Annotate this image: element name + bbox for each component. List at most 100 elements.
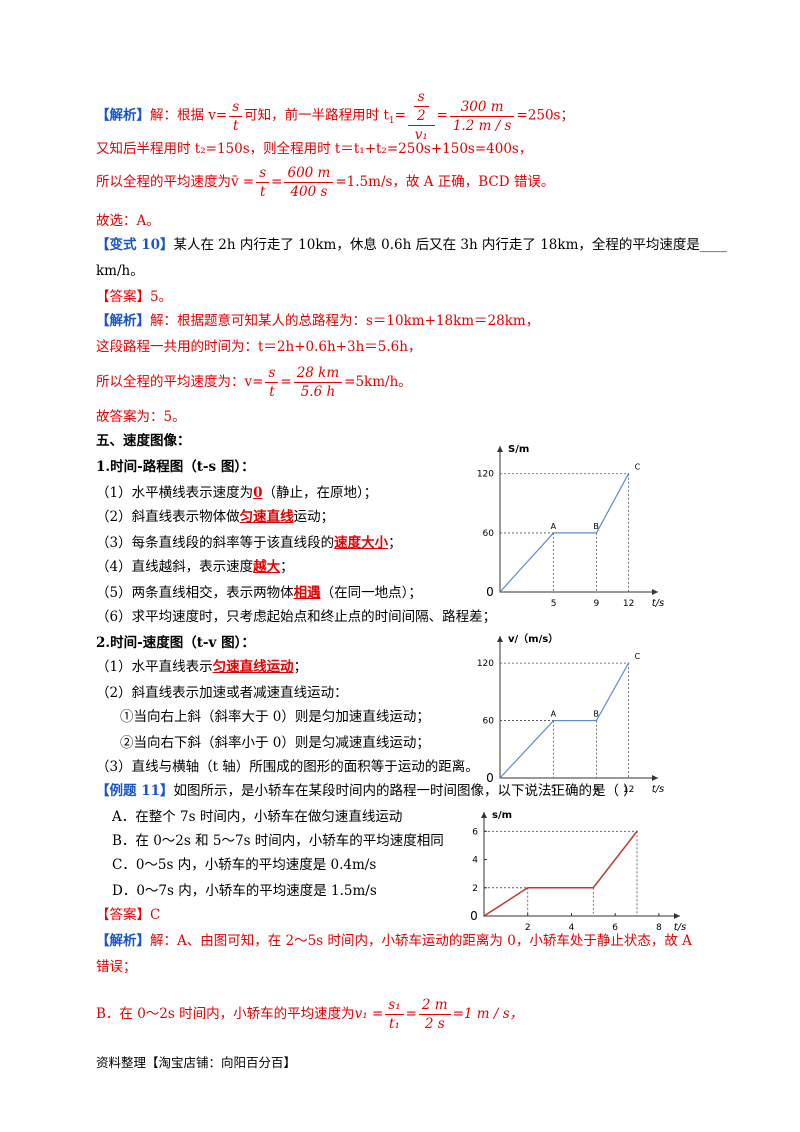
variant-10-analysis-1: 【解析】解：根据题意可知某人的总路程为：s＝10km+18km＝28km， xyxy=(96,313,540,329)
data-point-3 xyxy=(636,830,638,833)
tv-point-3: （3）直线与横轴（t 轴）所围成的图形的面积等于运动的距离。 xyxy=(96,759,479,775)
option-b: B．在 0～2s 和 5～7s 时间内，小轿车的平均速度相同 xyxy=(112,833,444,849)
x-tick-label-1: 4 xyxy=(569,923,575,933)
variant-10-unit: km/h。 xyxy=(96,263,144,279)
variant-10-conclusion: 故答案为：5。 xyxy=(96,409,186,425)
fraction-600-over-400: 600 m 400 s xyxy=(284,164,334,201)
y-tick-label-1: 4 xyxy=(472,856,478,866)
analysis-line-1: 【解析】解：根据 v= s t 可知，前一半路程用时 t1= s 2 v₁ = 300 m 1.2… xyxy=(96,88,574,144)
y-axis-arrow xyxy=(481,812,487,818)
origin-label: 0 xyxy=(470,909,478,923)
x-tick-label-3: 8 xyxy=(656,923,662,933)
tv-point-2: （2）斜直线表示加速或者减速直线运动： xyxy=(96,685,348,701)
section-5-heading: 五、速度图像： xyxy=(96,433,191,449)
point-label-A: A xyxy=(551,710,557,719)
example-11-question: 【例题 11】如图所示，是小轿车在某段时间内的路程一时间图像，以下说法正确的是（… xyxy=(96,783,637,799)
choice-line: 故选：A。 xyxy=(96,213,160,229)
y-tick-label-0: 2 xyxy=(472,884,478,894)
origin-label: 0 xyxy=(486,585,494,599)
series-line xyxy=(483,830,638,917)
data-point-2 xyxy=(595,532,598,534)
x-tick-label-0: 5 xyxy=(551,599,557,609)
ts-point-4: （4）直线越斜，表示速度越大； xyxy=(96,559,294,575)
data-point-0 xyxy=(499,777,501,779)
y-tick-label-1: 120 xyxy=(477,659,494,669)
y-axis-arrow xyxy=(497,636,503,642)
y-axis-label: s/m xyxy=(492,810,512,821)
fraction-half-s-over-v1: s 2 v₁ xyxy=(407,88,435,144)
analysis-line-3: 所以全程的平均速度为v̄ = s t = 600 m 400 s =1.5m/s，故 A 正… xyxy=(96,164,555,201)
data-point-2 xyxy=(595,719,598,722)
x-tick-label-0: 2 xyxy=(525,923,531,933)
ts-chart: S/m t/s 0 5 9 12 60 120 A B C xyxy=(477,444,665,609)
fraction-300-over-1.2: 300 m 1.2 m / s xyxy=(449,98,515,135)
section-5-1-heading: 1.时间-路程图（t-s 图）： xyxy=(96,459,255,475)
fraction-28-over-5.6: 28 km 5.6 h xyxy=(293,364,343,401)
x-axis-arrow xyxy=(674,913,680,919)
x-tick-label-2: 12 xyxy=(623,599,634,609)
ts-point-5: （5）两条直线相交，表示两物体相遇（在同一地点）； xyxy=(96,585,422,601)
x-axis-label: t/s xyxy=(652,784,665,795)
series-line xyxy=(499,473,630,593)
x-axis-arrow xyxy=(652,775,658,781)
ts-point-3: （3）每条直线段的斜率等于该直线段的速度大小； xyxy=(96,535,402,551)
ts-point-2: （2）斜直线表示物体做匀速直线运动； xyxy=(96,509,335,525)
point-label-B: B xyxy=(593,522,599,531)
tv-chart: v/（m/s） t/s 0 5 9 12 60 120 A B C xyxy=(477,632,665,795)
tv-point-1: （1）水平直线表示匀速直线运动； xyxy=(96,659,308,675)
series-line xyxy=(499,662,630,779)
variant-10-analysis-3: 所以全程的平均速度为：v= s t = 28 km 5.6 h =5km/h。 xyxy=(96,364,412,401)
y-axis-arrow xyxy=(497,446,503,452)
section-5-2-heading: 2.时间-速度图（t-v 图）： xyxy=(96,635,255,651)
y-axis-label: S/m xyxy=(508,444,529,455)
x-axis-label: t/s xyxy=(652,598,665,609)
footer-note: 资料整理【淘宝店铺：向阳百分百】 xyxy=(96,1055,297,1070)
y-tick-label-1: 120 xyxy=(477,470,494,480)
x-tick-label-2: 12 xyxy=(623,785,634,795)
point-label-B: B xyxy=(593,710,599,719)
option-a: A．在整个 7s 时间内，小轿车在做匀速直线运动 xyxy=(112,809,403,825)
ts-point-1: （1）水平横线表示速度为0（静止，在原地）； xyxy=(96,485,378,501)
y-tick-label-0: 60 xyxy=(483,529,495,539)
option-d: D．0～7s 内，小轿车的平均速度是 1.5m/s xyxy=(112,883,377,899)
point-label-A: A xyxy=(551,522,557,531)
car-st-chart: s/m t/s 0 2 4 6 8 2 4 6 xyxy=(470,810,687,933)
data-point-1 xyxy=(526,886,529,889)
fraction-s1-over-t1: s₁ t₁ xyxy=(385,996,404,1033)
data-point-0 xyxy=(483,915,485,917)
example-11-analysis-2: 错误； xyxy=(96,959,137,975)
y-tick-label-2: 6 xyxy=(472,827,478,837)
y-axis-label: v/（m/s） xyxy=(508,632,558,645)
data-point-1 xyxy=(552,532,555,534)
data-point-0 xyxy=(499,591,501,593)
origin-label: 0 xyxy=(486,771,494,785)
ts-point-6: （6）求平均速度时，只考虑起始点和终止点的时间间隔、路程差； xyxy=(96,609,497,625)
data-point-3 xyxy=(627,662,630,664)
x-tick-label-1: 9 xyxy=(594,785,600,795)
data-point-1 xyxy=(552,719,555,722)
point-label-C: C xyxy=(635,463,641,472)
tv-point-2b: ②当向右下斜（斜率小于 0）则是匀减速直线运动； xyxy=(120,735,430,751)
data-point-3 xyxy=(627,472,630,475)
analysis-line-2: 又知后半程用时 t₂=150s，则全程用时 t＝t₁+t₂=250s+150s=… xyxy=(96,141,533,157)
data-point-2 xyxy=(592,886,595,889)
x-axis-label: t/s xyxy=(674,922,687,933)
example-11-analysis-1: 【解析】解：A、由图可知，在 2～5s 时间内，小轿车运动的距离为 0，小轿车处… xyxy=(96,933,692,949)
x-tick-label-1: 9 xyxy=(594,599,600,609)
variant-10-question: 【变式 10】某人在 2h 内行走了 10km，休息 0.6h 后又在 3h 内… xyxy=(96,237,727,253)
x-axis-arrow xyxy=(652,589,658,595)
y-tick-label-0: 60 xyxy=(483,717,495,727)
tv-point-2a: ①当向右上斜（斜率大于 0）则是匀加速直线运动； xyxy=(120,709,430,725)
example-11-answer: 【答案】C xyxy=(96,907,161,923)
x-tick-label-2: 6 xyxy=(612,923,618,933)
point-label-C: C xyxy=(635,652,641,661)
variant-10-analysis-2: 这段路程一共用的时间为：t＝2h+0.6h+3h＝5.6h， xyxy=(96,339,422,355)
x-tick-label-0: 5 xyxy=(551,785,557,795)
option-c: C．0～5s 内，小轿车的平均速度是 0.4m/s xyxy=(112,857,377,873)
variant-10-answer: 【答案】5。 xyxy=(96,289,173,305)
